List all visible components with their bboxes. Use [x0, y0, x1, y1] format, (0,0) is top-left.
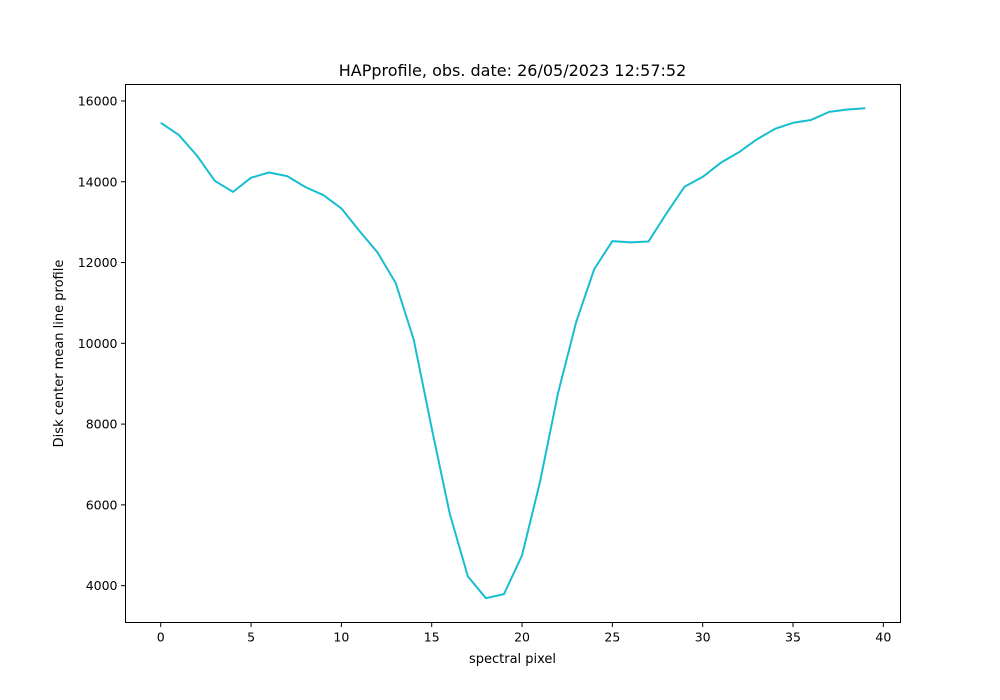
x-tick-label: 0 — [157, 630, 165, 645]
y-tick-label: 16000 — [78, 93, 118, 108]
x-axis-label: spectral pixel — [469, 652, 556, 667]
x-tick-label: 10 — [333, 630, 349, 645]
x-tick-label: 15 — [424, 630, 440, 645]
y-axis: 4000 6000 8000 10000 12000 14000 16000 — [78, 93, 126, 593]
plot-frame — [125, 84, 901, 623]
y-tick-label: 8000 — [86, 417, 118, 432]
x-tick-label: 40 — [875, 630, 891, 645]
y-tick-label: 10000 — [78, 336, 118, 351]
series-line — [160, 107, 866, 600]
y-axis-label: Disk center mean line profile — [52, 260, 67, 448]
x-tick-label: 30 — [695, 630, 711, 645]
x-tick-label: 20 — [514, 630, 530, 645]
y-tick-label: 6000 — [86, 497, 118, 512]
x-tick-label: 5 — [247, 630, 255, 645]
y-tick-label: 12000 — [78, 255, 118, 270]
y-tick-label: 4000 — [86, 578, 118, 593]
x-tick-label: 25 — [604, 630, 620, 645]
x-tick-label: 35 — [785, 630, 801, 645]
y-tick-label: 14000 — [78, 174, 118, 189]
chart-title: HAPprofile, obs. date: 26/05/2023 12:57:… — [339, 61, 687, 80]
x-axis: 0 5 10 15 20 25 30 35 40 — [157, 622, 891, 645]
